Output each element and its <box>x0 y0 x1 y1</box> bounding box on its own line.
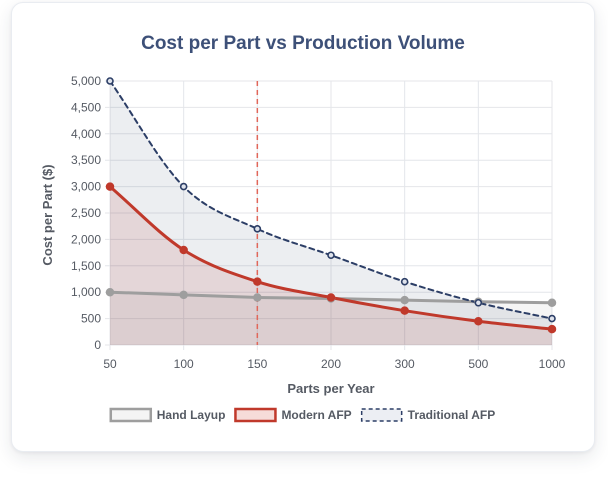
x-tick-label: 50 <box>103 357 117 371</box>
modern-afp-legend-label[interactable]: Modern AFP <box>281 408 351 422</box>
y-tick-label: 3,000 <box>71 180 101 194</box>
traditional-afp-point[interactable] <box>106 77 114 85</box>
hand-layup-point[interactable] <box>253 293 262 302</box>
traditional-afp-point[interactable] <box>474 298 483 307</box>
hand-layup-point[interactable] <box>105 287 115 297</box>
traditional-afp-legend-label[interactable]: Traditional AFP <box>408 408 496 422</box>
traditional-afp-point[interactable] <box>548 314 556 323</box>
hand-layup-point[interactable] <box>400 295 409 305</box>
y-tick-label: 5,000 <box>71 74 101 88</box>
x-tick-label: 150 <box>247 357 267 371</box>
traditional-afp-legend-swatch[interactable] <box>360 408 403 422</box>
x-axis-ticks: 50 100 150 200 300 500 1000 <box>103 357 565 371</box>
cost-chart: Cost per Part vs Production Volume 0 500 1… <box>40 33 566 423</box>
y-axis-title: Cost per Part ($) <box>40 164 55 265</box>
hand-layup-area <box>110 292 552 345</box>
y-tick-label: 0 <box>94 338 101 352</box>
y-tick-label: 2,500 <box>71 206 101 220</box>
x-tick-label: 500 <box>468 357 488 371</box>
y-tick-label: 1,000 <box>71 285 101 299</box>
y-tick-label: 2,000 <box>71 232 101 246</box>
y-tick-label: 4,000 <box>71 127 101 141</box>
modern-afp-point[interactable] <box>547 324 557 334</box>
x-tick-label: 100 <box>174 357 194 371</box>
y-axis-ticks: 0 500 1,000 1,500 2,000 2,500 3,000 3,500 4,000 4… <box>71 74 101 352</box>
x-axis-title: Parts per Year <box>287 381 374 396</box>
modern-afp-legend-swatch[interactable] <box>234 407 277 423</box>
grid <box>105 80 553 350</box>
y-tick-label: 500 <box>81 312 101 326</box>
traditional-afp-point[interactable] <box>400 277 409 286</box>
data-points <box>105 77 557 334</box>
hand-layup-point[interactable] <box>179 290 188 300</box>
y-tick-label: 1,500 <box>71 259 101 273</box>
legend: Hand Layup Modern AFP Traditional AFP <box>109 407 496 423</box>
hand-layup-point[interactable] <box>547 298 557 308</box>
modern-afp-point[interactable] <box>326 293 336 302</box>
modern-afp-area <box>110 186 552 345</box>
x-tick-label: 200 <box>321 357 341 371</box>
modern-afp-point[interactable] <box>179 245 188 255</box>
x-tick-label: 1000 <box>539 357 566 371</box>
hand-layup-legend-swatch[interactable] <box>109 407 153 423</box>
traditional-afp-point[interactable] <box>253 225 262 233</box>
traditional-afp-point[interactable] <box>179 182 188 191</box>
modern-afp-point[interactable] <box>400 306 409 315</box>
modern-afp-point[interactable] <box>253 277 262 286</box>
traditional-afp-point[interactable] <box>327 251 335 260</box>
y-tick-label: 3,500 <box>71 153 101 167</box>
chart-card: Cost per Part vs Production Volume 0 500 1… <box>11 2 595 452</box>
modern-afp-point[interactable] <box>105 182 115 191</box>
y-tick-label: 4,500 <box>71 100 101 114</box>
chart-title: Cost per Part vs Production Volume <box>141 33 465 54</box>
traditional-afp-area <box>110 81 552 345</box>
modern-afp-point[interactable] <box>474 316 483 326</box>
series-areas <box>110 81 552 345</box>
traditional-afp-line <box>109 80 553 320</box>
hand-layup-legend-label[interactable]: Hand Layup <box>157 408 226 422</box>
x-tick-label: 300 <box>395 357 415 371</box>
